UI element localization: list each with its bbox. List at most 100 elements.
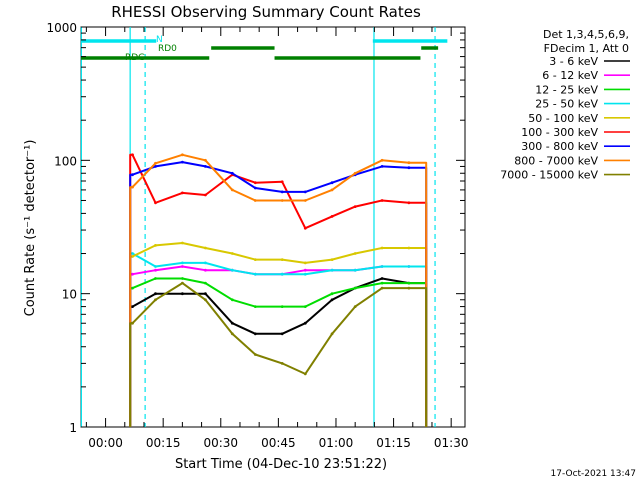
series-2-point-3 xyxy=(204,281,207,285)
series-line-6 xyxy=(129,161,428,427)
series-4-point-2 xyxy=(181,241,184,245)
legend: Det 1,3,4,5,6,9,FDecim 1, Att 03 - 6 keV… xyxy=(500,28,630,182)
series-7-point-4 xyxy=(230,188,234,192)
series-line-4 xyxy=(129,242,428,427)
series-7-point-11 xyxy=(407,161,411,165)
series-1-point-3 xyxy=(204,268,207,272)
series-6-point-5 xyxy=(253,186,257,190)
series-5-point-3 xyxy=(204,193,207,197)
plot-frame xyxy=(80,26,466,428)
series-6-point-8 xyxy=(330,181,334,185)
series-3-point-4 xyxy=(230,268,234,272)
series-8-point-3 xyxy=(204,298,207,302)
series-7-point-9 xyxy=(353,171,357,175)
series-4-point-0 xyxy=(131,255,134,258)
series-8-point-9 xyxy=(353,305,357,308)
x-tick-label-3: 00:45 xyxy=(261,436,296,450)
x-tick-label-6: 01:30 xyxy=(434,436,469,450)
series-8-point-1 xyxy=(154,298,157,302)
series-5-point-5 xyxy=(253,181,257,185)
series-2-point-6 xyxy=(280,305,284,308)
series-4-point-3 xyxy=(204,246,207,250)
series-4-point-5 xyxy=(253,258,257,261)
series-1-point-7 xyxy=(303,268,307,272)
series-0-point-3 xyxy=(204,292,207,296)
series-1-point-0 xyxy=(131,272,134,276)
series-4-point-4 xyxy=(230,252,234,255)
legend-label-5: 100 - 300 keV xyxy=(521,126,598,139)
legend-label-8: 7000 - 15000 keV xyxy=(500,169,598,182)
x-tick-label-2: 00:30 xyxy=(203,436,238,450)
x-axis-label: Start Time (04-Dec-10 23:51:22) xyxy=(175,457,387,472)
series-3-point-7 xyxy=(303,272,307,276)
series-0-point-7 xyxy=(303,321,307,325)
series-3-point-11 xyxy=(407,265,411,268)
series-2-point-4 xyxy=(230,298,234,302)
series-7-point-6 xyxy=(280,199,284,202)
x-tick-label-5: 01:15 xyxy=(376,436,411,450)
series-3-point-2 xyxy=(181,261,184,265)
legend-header-1: FDecim 1, Att 0 xyxy=(544,42,629,55)
series-2-point-5 xyxy=(253,305,257,308)
series-6-point-3 xyxy=(204,165,207,168)
series-3-point-1 xyxy=(154,265,157,268)
series-4-point-10 xyxy=(380,246,384,250)
series-5-point-1 xyxy=(154,201,157,205)
footer-timestamp: 17-Oct-2021 13:47 xyxy=(551,469,636,479)
series-line-0 xyxy=(129,277,428,427)
series-2-point-9 xyxy=(353,286,357,290)
series-8-point-4 xyxy=(230,332,234,336)
series-8-point-7 xyxy=(303,372,307,376)
series-7-point-2 xyxy=(181,153,184,157)
series-line-5 xyxy=(129,153,428,427)
series-6-point-2 xyxy=(181,160,184,164)
series-6-point-6 xyxy=(280,190,284,194)
series-8-point-8 xyxy=(330,332,334,336)
series-5-point-0 xyxy=(131,153,134,157)
series-8-point-2 xyxy=(181,281,184,285)
series-0-point-0 xyxy=(131,305,134,308)
series-8-point-5 xyxy=(253,353,257,356)
flag-label-rdg: RDG xyxy=(125,53,145,63)
series-4-point-6 xyxy=(280,258,284,261)
series-1-point-2 xyxy=(181,265,184,268)
flag-label-rd0: RD0 xyxy=(158,44,177,54)
legend-label-1: 6 - 12 keV xyxy=(542,69,598,82)
series-7-point-3 xyxy=(204,158,207,162)
series-0-point-2 xyxy=(181,292,184,296)
y-tick-label-3: 1000 xyxy=(46,21,77,35)
series-3-point-10 xyxy=(380,265,384,268)
series-7-point-0 xyxy=(131,185,134,189)
series-7-point-1 xyxy=(154,161,157,165)
series-4-point-11 xyxy=(407,246,411,250)
flag-label-n: N xyxy=(156,35,163,45)
series-6-point-1 xyxy=(154,165,157,168)
series-3-point-9 xyxy=(353,268,357,272)
series-0-point-1 xyxy=(154,292,157,296)
series-2-point-11 xyxy=(407,281,411,285)
chart-title: RHESSI Observing Summary Count Rates xyxy=(111,3,421,21)
y-tick-label-0: 1 xyxy=(69,421,77,435)
legend-label-6: 300 - 800 keV xyxy=(521,140,598,153)
series-2-point-10 xyxy=(380,281,384,285)
series-4-point-9 xyxy=(353,252,357,255)
series-0-point-4 xyxy=(230,321,234,325)
series-5-point-8 xyxy=(330,215,334,218)
series-3-point-8 xyxy=(330,268,334,272)
series-5-point-2 xyxy=(181,191,184,195)
x-tick-label-4: 01:00 xyxy=(319,436,354,450)
series-line-3 xyxy=(129,252,428,427)
series-3-point-3 xyxy=(204,261,207,265)
y-axis-label: Count Rate (s⁻¹ detector⁻¹) xyxy=(23,140,38,317)
series-7-point-5 xyxy=(253,199,257,202)
y-tick-label-1: 10 xyxy=(62,288,77,302)
series-5-point-6 xyxy=(280,180,284,184)
legend-label-2: 12 - 25 keV xyxy=(535,83,598,96)
x-tick-label-1: 00:15 xyxy=(146,436,181,450)
series-7-point-10 xyxy=(380,158,384,162)
series-2-point-1 xyxy=(154,277,157,280)
legend-label-0: 3 - 6 keV xyxy=(549,55,598,68)
x-tick-label-0: 00:00 xyxy=(88,436,123,450)
